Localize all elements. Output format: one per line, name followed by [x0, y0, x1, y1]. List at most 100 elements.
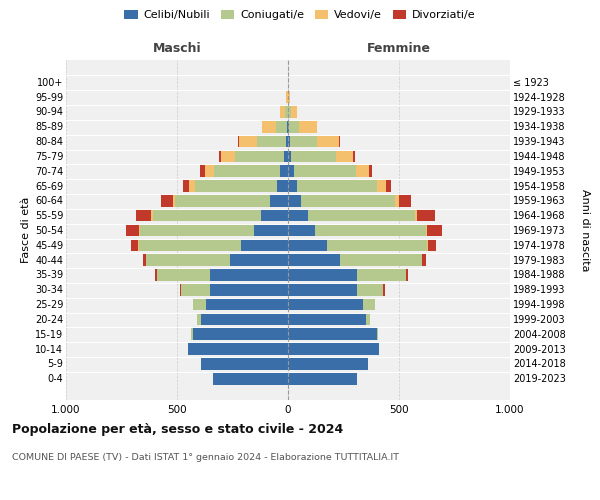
- Bar: [357, 283, 383, 296]
- Bar: [317, 135, 339, 147]
- Bar: [288, 164, 293, 177]
- Bar: [339, 135, 340, 147]
- Bar: [138, 238, 139, 251]
- Bar: [288, 150, 292, 162]
- Bar: [293, 164, 356, 177]
- Bar: [288, 268, 357, 281]
- Bar: [191, 328, 193, 340]
- Bar: [289, 120, 299, 132]
- Bar: [257, 135, 286, 147]
- Bar: [151, 209, 152, 222]
- Bar: [221, 150, 235, 162]
- Bar: [288, 328, 377, 340]
- Bar: [262, 120, 276, 132]
- Bar: [357, 268, 406, 281]
- Bar: [202, 357, 288, 370]
- Bar: [288, 298, 364, 310]
- Bar: [377, 179, 386, 192]
- Bar: [188, 342, 288, 355]
- Y-axis label: Fasce di età: Fasce di età: [20, 197, 31, 263]
- Bar: [297, 179, 377, 192]
- Bar: [395, 194, 399, 206]
- Bar: [280, 164, 288, 177]
- Bar: [288, 194, 301, 206]
- Bar: [195, 179, 277, 192]
- Bar: [288, 357, 368, 370]
- Bar: [364, 298, 374, 310]
- Bar: [161, 194, 173, 206]
- Bar: [284, 150, 288, 162]
- Bar: [327, 238, 427, 251]
- Bar: [280, 105, 286, 118]
- Bar: [219, 150, 221, 162]
- Bar: [157, 268, 210, 281]
- Bar: [286, 90, 287, 103]
- Bar: [189, 179, 195, 192]
- Y-axis label: Anni di nascita: Anni di nascita: [580, 188, 590, 271]
- Bar: [288, 312, 366, 325]
- Bar: [146, 254, 230, 266]
- Bar: [277, 179, 288, 192]
- Bar: [288, 179, 297, 192]
- Bar: [353, 150, 355, 162]
- Bar: [202, 312, 288, 325]
- Bar: [235, 150, 284, 162]
- Bar: [288, 342, 379, 355]
- Bar: [200, 164, 205, 177]
- Text: Femmine: Femmine: [367, 42, 431, 55]
- Bar: [288, 372, 357, 384]
- Bar: [314, 224, 425, 236]
- Bar: [175, 194, 270, 206]
- Bar: [205, 164, 214, 177]
- Bar: [288, 120, 289, 132]
- Bar: [356, 164, 369, 177]
- Bar: [427, 224, 442, 236]
- Bar: [140, 224, 254, 236]
- Bar: [288, 254, 340, 266]
- Bar: [173, 194, 175, 206]
- Bar: [238, 135, 239, 147]
- Bar: [288, 224, 314, 236]
- Bar: [181, 283, 210, 296]
- Bar: [417, 209, 434, 222]
- Bar: [139, 224, 140, 236]
- Bar: [136, 209, 151, 222]
- Bar: [399, 194, 411, 206]
- Bar: [197, 312, 202, 325]
- Bar: [286, 135, 288, 147]
- Bar: [210, 283, 288, 296]
- Bar: [292, 150, 336, 162]
- Bar: [288, 283, 357, 296]
- Bar: [206, 298, 288, 310]
- Bar: [182, 179, 189, 192]
- Bar: [262, 209, 288, 222]
- Bar: [288, 209, 308, 222]
- Bar: [427, 238, 428, 251]
- Bar: [239, 135, 257, 147]
- Bar: [139, 238, 241, 251]
- Bar: [152, 209, 262, 222]
- Bar: [366, 312, 370, 325]
- Text: Maschi: Maschi: [152, 42, 202, 55]
- Text: Popolazione per età, sesso e stato civile - 2024: Popolazione per età, sesso e stato civil…: [12, 422, 343, 436]
- Bar: [288, 135, 290, 147]
- Bar: [377, 328, 378, 340]
- Legend: Celibi/Nubili, Coniugati/e, Vedovi/e, Divorziati/e: Celibi/Nubili, Coniugati/e, Vedovi/e, Di…: [120, 6, 480, 25]
- Bar: [340, 254, 422, 266]
- Bar: [290, 105, 298, 118]
- Bar: [193, 328, 288, 340]
- Bar: [270, 194, 288, 206]
- Bar: [210, 268, 288, 281]
- Bar: [383, 283, 385, 296]
- Bar: [425, 224, 427, 236]
- Bar: [415, 209, 417, 222]
- Bar: [212, 372, 288, 384]
- Bar: [386, 179, 391, 192]
- Bar: [143, 254, 146, 266]
- Bar: [276, 120, 287, 132]
- Bar: [131, 238, 138, 251]
- Bar: [308, 209, 415, 222]
- Bar: [289, 90, 290, 103]
- Bar: [422, 254, 425, 266]
- Bar: [288, 238, 327, 251]
